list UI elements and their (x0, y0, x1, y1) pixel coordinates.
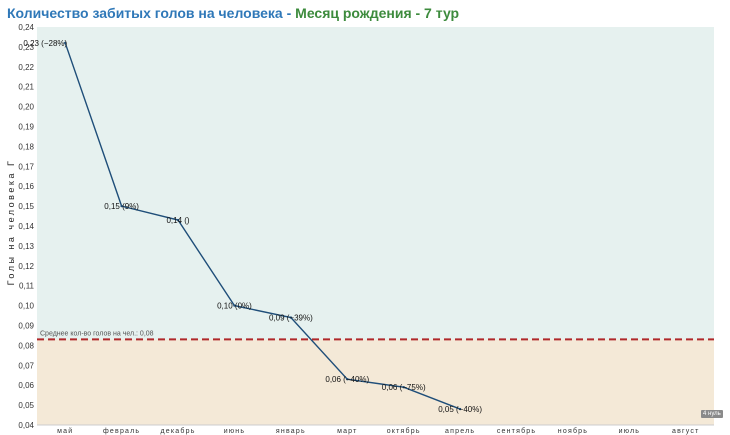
y-tick-label: 0,05 (18, 401, 34, 410)
data-point (346, 378, 349, 381)
y-tick-label: 0,14 (18, 222, 34, 231)
y-tick-label: 0,15 (18, 202, 34, 211)
data-label: 0,05 (−40%) (438, 405, 482, 414)
data-label: 0,23 (−28%) (23, 39, 67, 48)
y-tick-label: 0,21 (18, 83, 34, 92)
status-badge: 4 нуль (701, 410, 723, 418)
lower-band (37, 339, 714, 425)
y-tick-label: 0,18 (18, 142, 34, 151)
y-tick-label: 0,22 (18, 63, 34, 72)
x-tick-label: декабрь (161, 427, 196, 435)
x-tick-label: октябрь (387, 427, 421, 435)
x-tick-label: ноябрь (558, 427, 588, 435)
mean-reference-label: Среднее кол-во голов на чел.: 0,08 (40, 330, 154, 337)
y-tick-label: 0,08 (18, 341, 34, 350)
y-tick-label: 0,19 (18, 123, 34, 132)
data-label: 0,06 (−75%) (382, 383, 426, 392)
y-tick-label: 0,04 (18, 421, 34, 430)
y-tick-label: 0,11 (19, 282, 35, 291)
x-tick-label: апрель (445, 428, 475, 435)
x-tick-label: июнь (224, 428, 245, 435)
data-point (289, 316, 293, 319)
y-tick-label: 0,17 (18, 162, 34, 171)
y-tick-label: 0,13 (18, 242, 34, 251)
x-tick-label: январь (276, 428, 306, 435)
data-label: 0,15 (9%) (104, 202, 139, 211)
data-point (402, 385, 405, 389)
y-tick-label: 0,23 (18, 43, 34, 52)
data-label: 0,09 (−39%) (269, 314, 313, 323)
series-line (64, 42, 461, 410)
x-tick-label: июль (619, 428, 641, 435)
y-tick-label: 0,20 (18, 103, 34, 112)
data-label: 0,14 () (166, 216, 189, 225)
y-tick-label: 0,07 (18, 361, 34, 370)
chart-title-secondary: Месяц рождения - 7 тур (295, 5, 460, 21)
data-label: 0,06 (−40%) (325, 375, 369, 384)
chart-title-main: Количество забитых голов на человека - (7, 5, 296, 21)
y-tick-label: 0,06 (18, 381, 34, 390)
data-label: 0,10 (0%) (217, 302, 252, 311)
x-tick-label: февраль (103, 428, 140, 435)
x-tick-label: сентябрь (497, 427, 536, 435)
y-tick-label: 0,12 (18, 262, 34, 271)
y-tick-label: 0,09 (18, 322, 34, 331)
upper-band (37, 27, 714, 340)
chart-title: Количество забитых голов на человека - М… (7, 5, 459, 21)
y-axis-label: Голы на человека Г (6, 158, 16, 286)
data-point (233, 304, 236, 307)
y-tick-label: 0,24 (18, 23, 34, 32)
data-point (458, 407, 462, 411)
x-tick-label: март (337, 428, 357, 435)
y-tick-label: 0,10 (18, 302, 34, 311)
data-point (120, 204, 123, 208)
x-tick-label: август (672, 428, 700, 435)
data-point (176, 218, 180, 222)
y-tick-label: 0,16 (18, 182, 34, 191)
x-tick-label: май (57, 427, 73, 435)
data-point (64, 41, 67, 45)
